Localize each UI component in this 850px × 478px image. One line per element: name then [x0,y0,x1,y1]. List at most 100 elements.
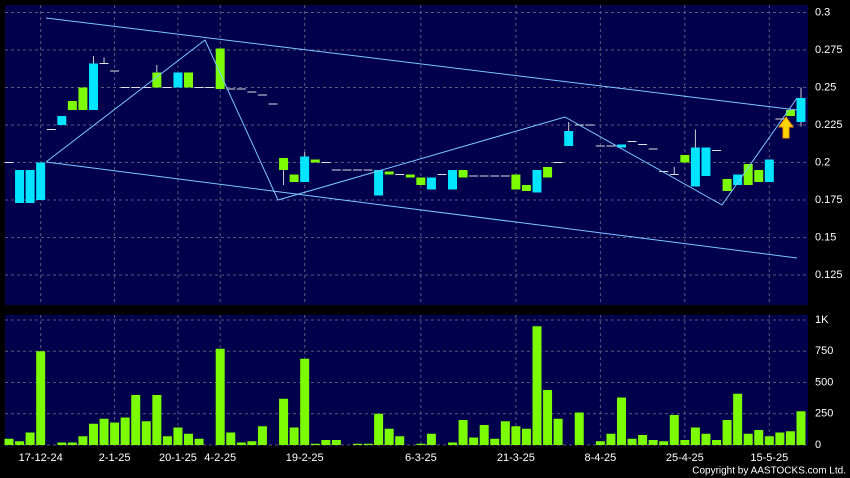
candle-body [458,170,468,178]
volume-bar [712,440,722,445]
y-tick-label: 0.175 [815,194,843,206]
volume-bar [743,433,753,445]
arrow-icon [778,116,794,139]
volume-bar [162,436,172,445]
trend-lines [45,17,798,259]
price-panel [5,5,808,305]
volume-bar [764,436,774,445]
volume-bar [500,421,510,445]
volume-bar [785,431,795,445]
volume-bar [469,437,479,445]
copyright: Copyright by AASTOCKS.com Ltd. [692,466,846,477]
x-tick-label: 19-2-25 [286,452,324,464]
candle-body [384,171,394,175]
volume-bar [754,430,764,445]
volume-bar [152,395,162,445]
volume-bar [226,432,236,445]
candle-body [616,144,626,148]
candle-body [733,174,743,185]
volume-bar [99,418,109,445]
volume-bar [574,412,584,445]
volume-bar [606,433,616,445]
volume-bar [680,440,690,445]
candle-body [426,177,436,190]
volume-bar [331,440,341,445]
grid [5,5,808,446]
candle-body [152,72,162,88]
candle-body [521,185,531,191]
candle-body [88,63,98,110]
volume-bar [184,433,194,445]
y-tick-label: 0.2 [815,156,830,168]
volume-bar [638,435,648,445]
candle-body [25,170,35,203]
candle-body [785,110,795,116]
volume-bar [532,326,542,445]
volume-bar [4,438,14,445]
volume-bar [595,441,605,445]
volume-bar [363,443,373,445]
y-tick-label: 0.25 [815,81,836,93]
y-tick-label: 500 [815,376,833,388]
y-tick-label: 0.275 [815,44,843,56]
candle-body [184,72,194,88]
candle-body [57,116,67,125]
candle-body [279,158,289,170]
candle-body [680,155,690,163]
candle-body [215,48,225,89]
x-tick-label: 25-4-25 [666,452,704,464]
candle-body [564,131,574,146]
candle-body [448,170,458,190]
volume-bar [300,358,310,445]
volume-bar [669,415,679,445]
x-tick-label: 21-3-25 [497,452,535,464]
volume-bar [279,398,289,445]
volume-bar [511,426,521,445]
marks [4,48,806,445]
y-tick-label: 0.125 [815,269,843,281]
volume-bar [627,438,637,445]
candle-body [289,174,299,182]
trend-line [45,17,798,111]
volume-bar [701,433,711,445]
volume-bar [36,351,46,445]
candle-body [78,87,88,110]
candle-body [173,72,183,88]
candle-body [764,159,774,182]
trend-line [45,161,798,259]
x-tick-label: 4-2-25 [204,452,236,464]
volume-bar [616,397,626,445]
candle-body [543,167,553,178]
volume-bar [543,390,553,445]
x-tick-label: 17-12-24 [19,452,63,464]
volume-bar [173,427,183,445]
volume-bar [659,441,669,445]
volume-bar [215,348,225,445]
candle-body [36,162,46,200]
y-tick-label: 1K [815,314,829,326]
volume-bar [416,443,426,445]
volume-bar [57,442,67,445]
volume-bar [194,438,204,445]
candle-body [67,101,77,110]
x-tick-label: 2-1-25 [99,452,131,464]
volume-bar [25,432,35,445]
volume-bar [490,438,500,445]
volume-bar [426,433,436,445]
candle-body [796,98,806,122]
volume-bar [15,441,25,445]
volume-bar [690,427,700,445]
volume-bar [479,425,489,445]
candle-body [743,164,753,185]
candle-body [15,170,25,203]
volume-bar [67,442,77,445]
y-tick-label: 750 [815,345,833,357]
volume-bar [733,393,743,445]
y-tick-label: 0.3 [815,6,830,18]
x-tick-label: 6-3-25 [405,452,437,464]
volume-bar [553,418,563,445]
volume-bar [236,442,246,445]
volume-bar [775,432,785,445]
candle-body [416,177,426,185]
